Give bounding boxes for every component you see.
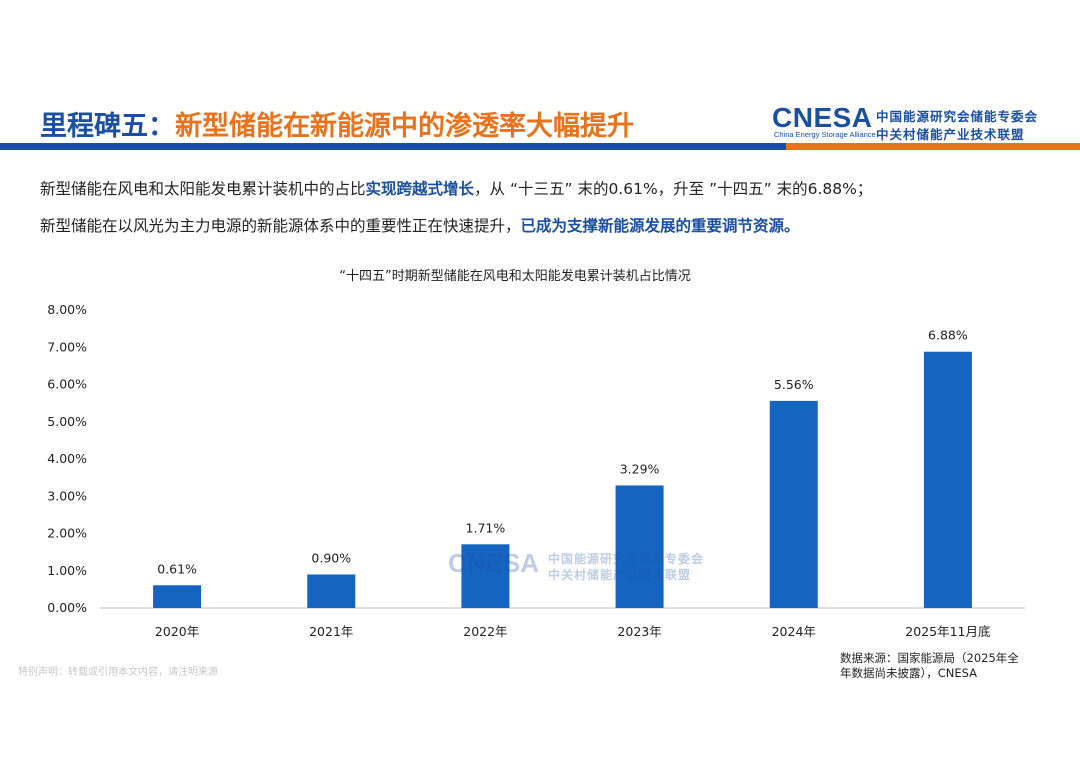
bar <box>769 400 818 608</box>
y-tick-label: 0.00% <box>47 600 87 615</box>
source-note: 数据来源：国家能源局（2025年全年数据尚未披露），CNESA <box>840 651 1019 680</box>
header-rule-orange <box>786 143 1080 150</box>
y-tick-label: 4.00% <box>47 451 87 466</box>
title-main: 新型储能在新能源中的渗透率大幅提升 <box>175 111 634 142</box>
x-tick-label: 2020年 <box>155 624 199 639</box>
y-tick-label: 7.00% <box>47 339 87 354</box>
logo-en-sub: China Energy Storage Alliance <box>774 130 876 139</box>
summary-line-1: 新型储能在风电和太阳能发电累计装机中的占比实现跨越式增长，从 “十三五” 末的0… <box>40 177 872 199</box>
y-tick-label: 6.00% <box>47 377 87 392</box>
summary-1-c: ，从 “十三五” 末的0.61%，升至 ”十四五” 末的6.88%； <box>474 180 873 198</box>
x-tick-label: 2023年 <box>617 624 661 639</box>
x-tick-label: 2024年 <box>772 624 816 639</box>
reprint-notice: 特别声明：转载或引用本文内容，请注明来源 <box>18 667 218 678</box>
y-tick-label: 8.00% <box>47 302 87 317</box>
logo-en: CNESA <box>772 102 873 133</box>
y-tick-label: 1.00% <box>47 563 87 578</box>
page-title: 里程碑五：新型储能在新能源中的渗透率大幅提升 <box>40 104 634 143</box>
data-label: 1.71% <box>466 520 506 535</box>
x-tick-label: 2021年 <box>309 624 353 639</box>
data-label: 6.88% <box>928 328 968 343</box>
summary-1-highlight: 实现跨越式增长 <box>365 180 475 198</box>
bar <box>923 351 972 608</box>
title-prefix: 里程碑五： <box>40 111 175 142</box>
summary-2-a: 新型储能在以风光为主力电源的新能源体系中的重要性正在快速提升， <box>40 217 521 235</box>
cnesa-logo: CNESA China Energy Storage Alliance 中国能源… <box>772 102 1052 142</box>
logo-cn-line1: 中国能源研究会储能专委会 <box>876 109 1039 124</box>
y-tick-label: 2.00% <box>47 526 87 541</box>
x-tick-label: 2022年 <box>463 624 507 639</box>
logo-cn-line2: 中关村储能产业技术联盟 <box>876 127 1025 142</box>
chart-title: “十四五”时期新型储能在风电和太阳能发电累计装机占比情况 <box>339 269 691 284</box>
y-tick-label: 3.00% <box>47 488 87 503</box>
summary-2-highlight: 已成为支撑新能源发展的重要调节资源。 <box>520 217 800 235</box>
x-tick-label: 2025年11月底 <box>905 624 990 639</box>
summary-line-2: 新型储能在以风光为主力电源的新能源体系中的重要性正在快速提升，已成为支撑新能源发… <box>40 214 800 236</box>
y-tick-label: 5.00% <box>47 414 87 429</box>
bar <box>461 544 510 608</box>
data-label: 3.29% <box>620 461 660 476</box>
data-label: 5.56% <box>774 377 814 392</box>
bar <box>615 485 664 608</box>
data-label: 0.90% <box>311 550 351 565</box>
bar <box>153 585 202 608</box>
header-rule-blue <box>0 143 786 150</box>
summary-1-a: 新型储能在风电和太阳能发电累计装机中的占比 <box>40 180 366 198</box>
bar <box>307 574 356 608</box>
data-label: 0.61% <box>157 561 197 576</box>
bar-chart: 0.00% 1.00% 2.00% 3.00% 4.00% 5.00% 6.00% 7.00%… <box>47 302 1025 639</box>
